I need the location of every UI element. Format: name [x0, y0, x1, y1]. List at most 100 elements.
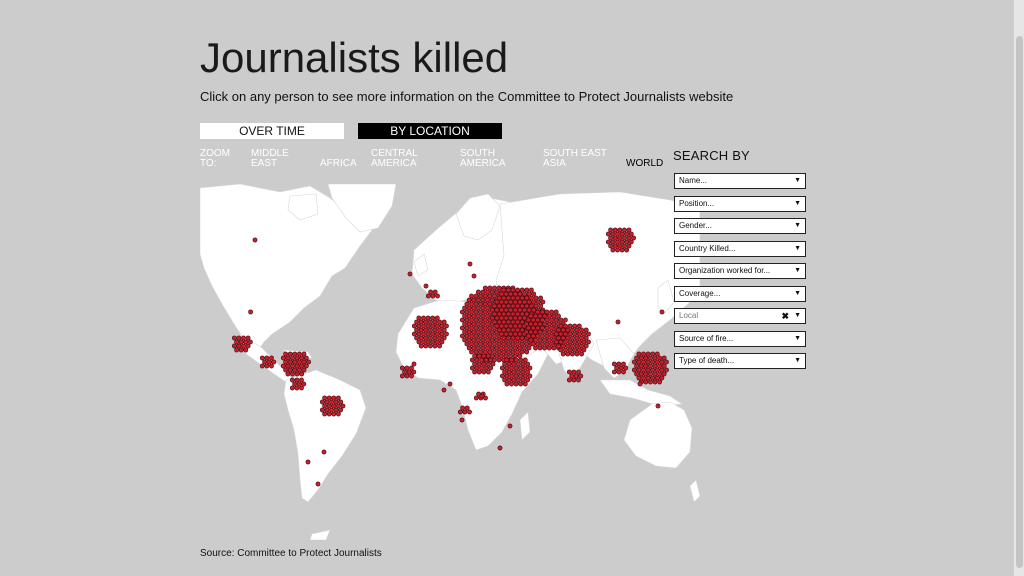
journalist-marker[interactable]: [474, 357, 480, 363]
journalist-marker[interactable]: [248, 339, 253, 345]
journalist-marker[interactable]: [572, 347, 578, 353]
journalist-marker[interactable]: [533, 329, 538, 335]
journalist-marker[interactable]: [533, 337, 538, 343]
journalist-marker[interactable]: [245, 335, 251, 341]
journalist-marker[interactable]: [523, 321, 529, 327]
journalist-marker[interactable]: [505, 295, 511, 301]
journalist-marker[interactable]: [473, 341, 479, 347]
journalist-marker[interactable]: [499, 307, 504, 313]
journalist-marker[interactable]: [462, 329, 467, 335]
journalist-marker[interactable]: [513, 357, 519, 363]
journalist-marker[interactable]: [294, 377, 300, 383]
journalist-marker[interactable]: [238, 347, 244, 353]
journalist-marker[interactable]: [474, 365, 480, 371]
journalist-marker[interactable]: [562, 317, 568, 323]
journalist-marker[interactable]: [535, 333, 541, 339]
journalist-marker[interactable]: [492, 319, 497, 325]
journalist-marker[interactable]: [578, 373, 584, 379]
journalist-marker[interactable]: [539, 341, 545, 347]
journalist-marker[interactable]: [483, 357, 489, 363]
journalist-marker[interactable]: [502, 369, 507, 375]
journalist-marker[interactable]: [329, 407, 334, 413]
journalist-marker[interactable]: [551, 345, 557, 351]
journalist-marker[interactable]: [501, 311, 507, 317]
journalist-marker[interactable]: [510, 327, 516, 333]
journalist-marker[interactable]: [483, 365, 489, 371]
journalist-marker[interactable]: [505, 327, 511, 333]
journalist-marker[interactable]: [519, 327, 525, 333]
journalist-marker[interactable]: [464, 333, 470, 339]
journalist-marker[interactable]: [519, 303, 525, 309]
journalist-marker[interactable]: [434, 323, 440, 329]
journalist-marker[interactable]: [264, 355, 270, 361]
journalist-marker[interactable]: [542, 313, 548, 319]
journalist-marker[interactable]: [441, 387, 447, 393]
journalist-marker[interactable]: [301, 367, 307, 373]
journalist-marker[interactable]: [485, 321, 490, 327]
journalist-marker[interactable]: [485, 313, 490, 319]
journalist-marker[interactable]: [524, 311, 530, 317]
journalist-marker[interactable]: [661, 355, 667, 361]
journalist-marker[interactable]: [530, 333, 536, 339]
journalist-marker[interactable]: [404, 373, 410, 379]
journalist-marker[interactable]: [485, 369, 491, 375]
journalist-marker[interactable]: [292, 367, 298, 373]
journalist-marker[interactable]: [558, 317, 564, 323]
journalist-marker[interactable]: [492, 285, 497, 291]
journalist-marker[interactable]: [572, 339, 578, 345]
journalist-marker[interactable]: [535, 299, 541, 305]
journalist-marker[interactable]: [636, 367, 642, 373]
journalist-marker[interactable]: [654, 359, 660, 365]
journalist-marker[interactable]: [485, 289, 490, 295]
journalist-marker[interactable]: [560, 351, 566, 357]
journalist-marker[interactable]: [485, 305, 490, 311]
tab-by-location[interactable]: BY LOCATION: [358, 123, 502, 139]
journalist-marker[interactable]: [505, 303, 511, 309]
journalist-marker[interactable]: [464, 317, 470, 323]
journalist-marker[interactable]: [636, 375, 642, 381]
journalist-marker[interactable]: [425, 339, 431, 345]
journalist-marker[interactable]: [432, 327, 438, 333]
journalist-marker[interactable]: [496, 303, 502, 309]
journalist-marker[interactable]: [473, 301, 479, 307]
journalist-marker[interactable]: [475, 321, 481, 327]
journalist-marker[interactable]: [501, 295, 507, 301]
journalist-marker[interactable]: [624, 239, 630, 245]
journalist-marker[interactable]: [624, 247, 630, 253]
journalist-marker[interactable]: [476, 361, 482, 367]
journalist-marker[interactable]: [624, 231, 630, 237]
journalist-marker[interactable]: [565, 351, 571, 357]
journalist-marker[interactable]: [569, 373, 574, 379]
journalist-marker[interactable]: [494, 323, 500, 329]
journalist-marker[interactable]: [645, 375, 651, 381]
journalist-marker[interactable]: [469, 309, 474, 315]
journalist-marker[interactable]: [511, 361, 517, 367]
journalist-marker[interactable]: [641, 367, 646, 373]
journalist-marker[interactable]: [287, 359, 293, 365]
journalist-marker[interactable]: [563, 323, 568, 329]
journalist-marker[interactable]: [294, 363, 300, 369]
journalist-marker[interactable]: [504, 365, 510, 371]
journalist-marker[interactable]: [487, 285, 493, 291]
journalist-marker[interactable]: [524, 349, 530, 355]
journalist-marker[interactable]: [462, 313, 467, 319]
journalist-marker[interactable]: [425, 323, 431, 329]
journalist-marker[interactable]: [427, 319, 433, 325]
journalist-marker[interactable]: [299, 385, 304, 391]
journalist-marker[interactable]: [510, 295, 516, 301]
journalist-marker[interactable]: [469, 357, 475, 363]
journalist-marker[interactable]: [533, 313, 538, 319]
journalist-marker[interactable]: [511, 369, 517, 375]
journalist-marker[interactable]: [480, 289, 486, 295]
journalist-marker[interactable]: [558, 323, 564, 329]
journalist-marker[interactable]: [462, 337, 467, 343]
journalist-marker[interactable]: [647, 379, 653, 385]
journalist-marker[interactable]: [611, 369, 617, 375]
journalist-marker[interactable]: [489, 297, 495, 303]
journalist-marker[interactable]: [481, 369, 487, 375]
journalist-marker[interactable]: [501, 303, 507, 309]
journalist-marker[interactable]: [423, 343, 429, 349]
journalist-marker[interactable]: [459, 325, 465, 331]
journalist-marker[interactable]: [432, 289, 438, 295]
journalist-marker[interactable]: [231, 343, 237, 349]
